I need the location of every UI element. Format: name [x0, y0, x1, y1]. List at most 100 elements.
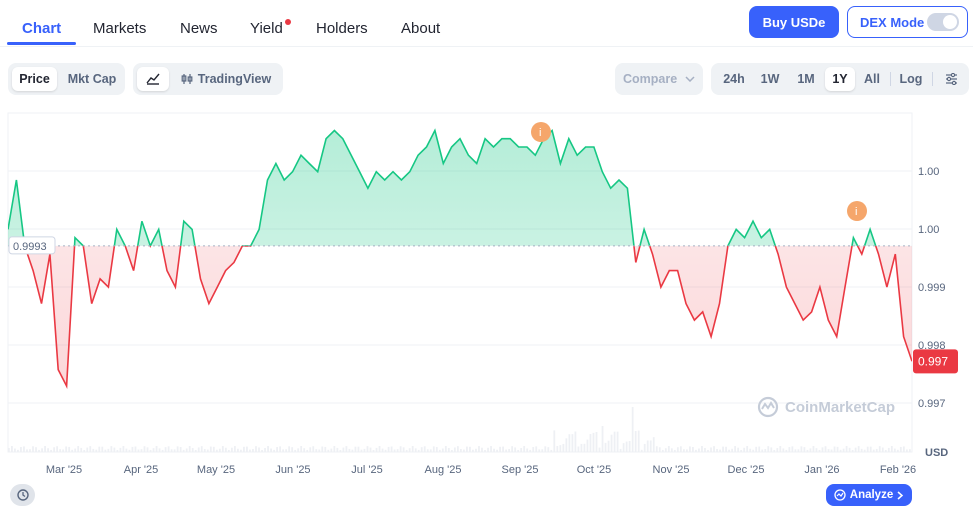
price-chart[interactable]: 1.00 1.00 0.999 0.998 0.997 0.9993 0.997 i i Mar …	[0, 112, 973, 487]
volume-bar	[544, 446, 547, 452]
current-price-label: 0.997	[918, 354, 948, 368]
x-tick-label: May '25	[197, 464, 235, 476]
dex-mode-toggle[interactable]: DEX Mode	[847, 6, 968, 38]
volume-bar	[496, 449, 498, 452]
volume-bar	[881, 447, 884, 452]
range-1m[interactable]: 1M	[797, 72, 815, 86]
volume-bar	[713, 446, 715, 452]
volume-bar	[878, 446, 881, 452]
volume-bar	[893, 448, 896, 452]
volume-bar	[363, 448, 366, 452]
range-24h[interactable]: 24h	[723, 72, 745, 86]
baseline-label-box	[8, 236, 56, 255]
analyze-icon	[834, 489, 846, 501]
volume-bar	[354, 446, 357, 452]
volume-bar	[342, 447, 345, 452]
x-tick-label: Jun '25	[275, 464, 310, 476]
metric-mktcap[interactable]: Mkt Cap	[67, 72, 117, 86]
volume-bar	[821, 447, 824, 452]
volume-bar	[20, 447, 22, 452]
volume-bar	[318, 449, 321, 452]
volume-bar	[571, 434, 574, 452]
tab-chart[interactable]: Chart	[22, 20, 62, 37]
volume-bar	[679, 446, 682, 452]
volume-bar	[755, 446, 758, 452]
volume-bar	[499, 446, 501, 452]
volume-bar	[417, 449, 420, 452]
tab-yield[interactable]: Yield	[250, 20, 283, 37]
volume-bar	[432, 446, 435, 452]
range-1y[interactable]: 1Y	[825, 67, 855, 91]
volume-bar	[586, 439, 589, 452]
volume-bar	[716, 448, 718, 452]
y-tick-label: 0.998	[918, 340, 946, 352]
toggle-switch[interactable]	[927, 13, 959, 31]
volume-bar	[300, 446, 303, 452]
tab-holders[interactable]: Holders	[316, 20, 368, 37]
volume-bar	[146, 447, 149, 452]
range-log[interactable]: Log	[899, 72, 923, 86]
volume-bar	[149, 449, 152, 452]
volume-bar	[731, 448, 733, 452]
price-line-up[interactable]	[8, 128, 912, 387]
tab-news[interactable]: News	[180, 20, 218, 37]
volume-bar	[381, 448, 384, 452]
volume-bar	[261, 449, 263, 452]
volume-bar	[369, 447, 372, 452]
analyze-button[interactable]: Analyze	[826, 484, 912, 506]
volume-bar	[824, 446, 827, 452]
volume-bar	[604, 442, 607, 452]
volume-bar	[288, 446, 291, 452]
sliders-icon[interactable]	[937, 67, 965, 91]
compare-dropdown[interactable]: Compare	[615, 63, 703, 95]
buy-button[interactable]: Buy USDe	[749, 6, 839, 38]
tab-markets[interactable]: Markets	[93, 20, 147, 37]
x-tick-label: Sep '25	[502, 464, 539, 476]
volume-bar	[565, 438, 568, 452]
line-chart-icon[interactable]	[137, 67, 169, 91]
volume-bar	[463, 449, 465, 452]
volume-bar	[764, 449, 767, 452]
volume-bar	[532, 447, 535, 452]
volume-bar	[692, 447, 694, 452]
volume-bar	[197, 447, 200, 452]
volume-bar	[453, 447, 456, 452]
volume-bar	[511, 446, 514, 452]
volume-bar	[378, 446, 381, 452]
volume-bar	[218, 448, 221, 452]
info-marker-icon[interactable]	[531, 122, 551, 142]
active-tab-indicator	[7, 42, 76, 45]
metric-price[interactable]: Price	[12, 67, 57, 91]
volume-bar	[450, 449, 453, 452]
volume-bar	[589, 434, 592, 452]
volume-bar	[8, 448, 10, 452]
volume-bar	[92, 448, 95, 452]
tab-about[interactable]: About	[401, 20, 441, 37]
chart-svg[interactable]: 1.00 1.00 0.999 0.998 0.997 0.9993 0.997 i i Mar …	[0, 112, 973, 482]
volume-bar	[408, 448, 411, 452]
volume-bar	[734, 446, 737, 452]
volume-bar	[905, 449, 908, 452]
volume-bar	[14, 448, 16, 452]
volume-bar	[761, 449, 764, 452]
volume-bar	[267, 446, 269, 452]
volume-bar	[327, 449, 330, 452]
volume-bar	[815, 448, 818, 452]
volume-bar	[676, 447, 679, 452]
volume-bar	[399, 446, 402, 452]
history-button[interactable]	[10, 484, 35, 506]
info-marker-icon[interactable]	[847, 201, 867, 221]
range-1w[interactable]: 1W	[760, 72, 780, 86]
range-all[interactable]: All	[864, 72, 880, 86]
volume-bar	[62, 449, 65, 452]
volume-bar	[773, 449, 776, 452]
volume-bar	[794, 449, 797, 452]
tradingview-button[interactable]: TradingView	[175, 67, 277, 91]
volume-bar	[803, 447, 806, 452]
volume-bar	[791, 446, 794, 452]
volume-bar	[839, 449, 842, 452]
volume-bar	[209, 446, 212, 452]
volume-bar	[827, 449, 830, 452]
volume-bar	[423, 446, 426, 452]
volume-bar	[273, 449, 275, 452]
